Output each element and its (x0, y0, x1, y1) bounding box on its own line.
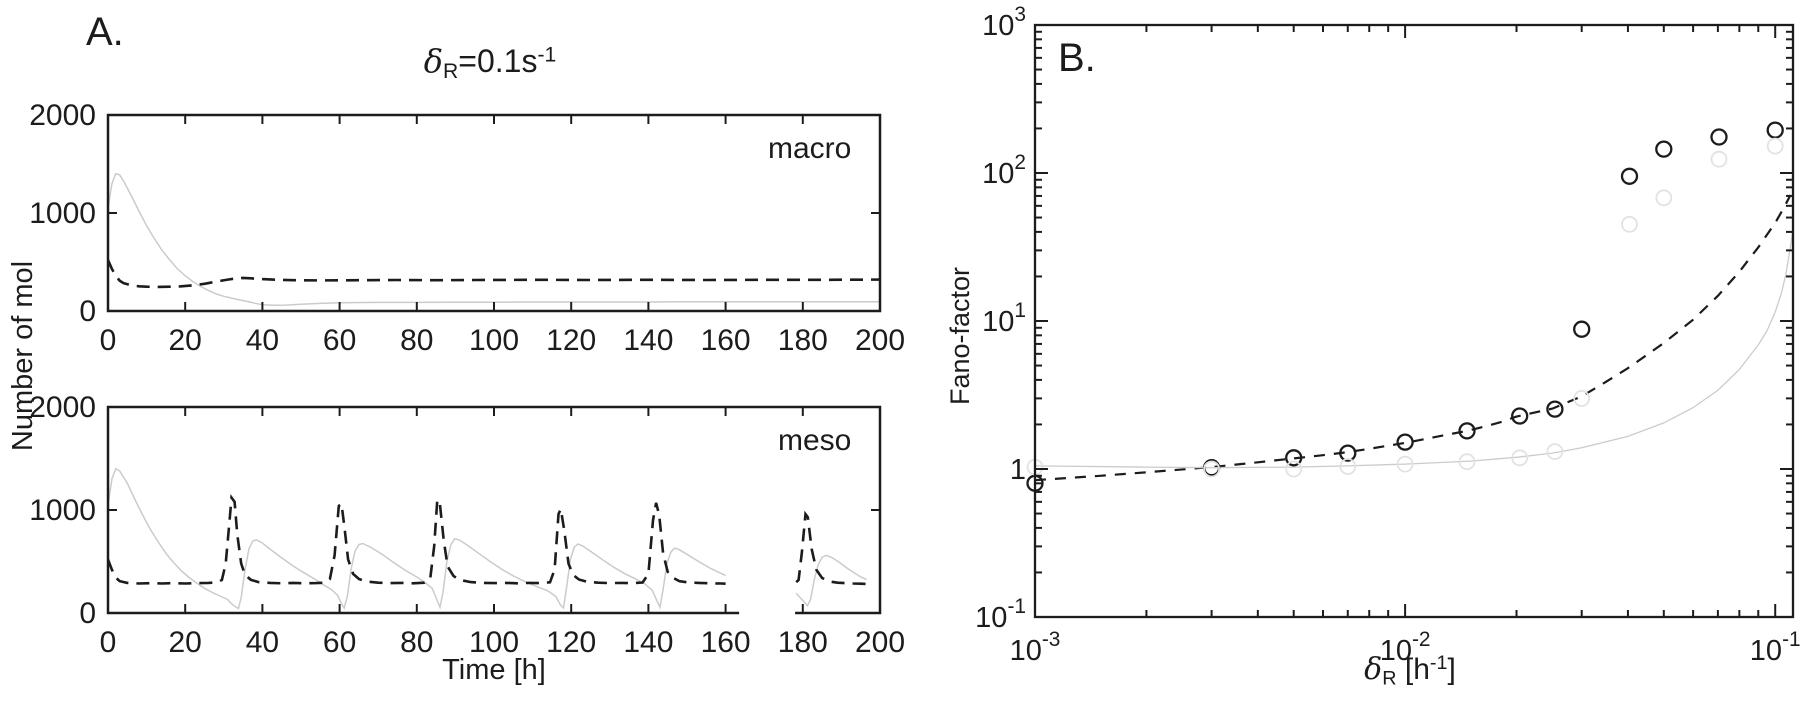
macro-frame (106, 113, 882, 313)
meso-x-tick-label: 160 (701, 626, 751, 659)
fano-dark-circle (1655, 140, 1673, 158)
fano-dark-circle (1339, 444, 1357, 462)
xlabel-main: [h (1396, 653, 1430, 686)
fano-y-tick-label: 101 (982, 299, 1026, 338)
panel-a-title: δR=0.1s-1 (240, 42, 740, 84)
fano-x-tick-label: 10-1 (1750, 628, 1800, 667)
fano-light-circle (1766, 137, 1784, 155)
panel-b-xlabel: δR [h-1] (1290, 652, 1530, 691)
meso-x-tick-label: 180 (778, 626, 828, 659)
fano-light-circle (1396, 455, 1414, 473)
fano-y-tick-label: 1 (1010, 454, 1026, 486)
meso-x-tick-label: 60 (323, 626, 356, 659)
fano-macro-fano-dashed (1034, 194, 1792, 482)
macro-x-tick-label: 200 (855, 324, 905, 357)
macro-x-tick-label: 140 (623, 324, 673, 357)
fano-dark-circle (1285, 449, 1303, 467)
panel-a-letter: A. (86, 10, 124, 54)
fano-x-tick-label: 10-2 (1380, 628, 1431, 667)
macro-x-tick-label: 80 (400, 324, 433, 357)
macro-x-tick-label: 120 (546, 324, 596, 357)
meso-y-tick-label: 1000 (29, 494, 96, 527)
xlabel-superscript: -1 (1429, 652, 1448, 675)
fano-light-circle (1339, 458, 1357, 475)
fano-dark-circle (1511, 407, 1529, 425)
fano-dark-circle (1573, 320, 1591, 338)
meso-x-tick-label: 20 (169, 626, 202, 659)
meso-x-tick-label: 0 (100, 626, 117, 659)
macro-subplot-label: macro (768, 132, 852, 165)
meso-meso-dashed (795, 510, 867, 586)
meso-x-tick-label: 40 (246, 626, 279, 659)
meso-axis-gap (739, 601, 796, 625)
panel-a-xlabel: Time [h] (442, 654, 546, 686)
fano-light-circle (1573, 389, 1591, 407)
meso-x-tick-label: 100 (469, 626, 519, 659)
meso-y-tick-label: 2000 (29, 391, 96, 424)
xlabel-subscript: R (1382, 667, 1397, 690)
panel-a-ylabel: Number of mol (7, 260, 39, 452)
meso-x-tick-label: 140 (623, 626, 673, 659)
fano-light-circle (1285, 460, 1303, 478)
fano-y-tick-label: 103 (982, 3, 1026, 42)
fano-light-circle (1621, 215, 1638, 233)
macro-x-tick-label: 20 (169, 324, 202, 357)
macro-x-tick-label: 180 (778, 324, 828, 357)
fano-y-tick-label: 10-1 (975, 595, 1026, 634)
fano-meso-fano-gray-solid (1034, 231, 1794, 469)
delta-symbol: δ (423, 42, 444, 80)
macro-mesoscopic-mean-gray-solid (107, 172, 880, 307)
meso-meso-gray-solid (107, 467, 726, 610)
fano-dark-circle (1766, 121, 1784, 139)
meso-meso-dashed (106, 494, 726, 585)
meso-y-tick-label: 0 (79, 597, 96, 630)
title-main: =0.1s (458, 43, 538, 79)
fano-dark-circle (1546, 400, 1564, 418)
macro-macroscopic-dashed (106, 259, 881, 289)
panel-b-letter: B. (1058, 36, 1096, 80)
macro-x-tick-label: 160 (701, 324, 751, 357)
fano-light-circle (1655, 189, 1673, 207)
meso-x-tick-label: 80 (400, 626, 433, 659)
macro-y-tick-label: 1000 (29, 197, 96, 230)
fano-y-tick-label: 102 (982, 151, 1026, 190)
fano-light-circle (1203, 460, 1220, 478)
fano-x-tick-label: 10-3 (1010, 628, 1061, 667)
macro-y-tick-label: 0 (79, 295, 96, 328)
fano-dark-circle (1710, 128, 1728, 146)
fano-light-circle (1710, 150, 1728, 168)
macro-x-tick-label: 100 (469, 324, 519, 357)
macro-x-tick-label: 60 (323, 324, 356, 357)
fano-light-circle (1458, 453, 1476, 471)
xlabel-close: ] (1447, 653, 1456, 686)
fano-light-circle (1511, 449, 1529, 467)
fano-dark-circle (1396, 433, 1414, 451)
macro-y-tick-label: 2000 (29, 99, 96, 132)
fano-frame (1033, 23, 1795, 619)
panel-b-ylabel: Fano-factor (945, 266, 975, 406)
fano-dark-circle (1620, 167, 1639, 185)
delta-symbol: δ (1364, 652, 1383, 687)
fano-light-circle (1546, 443, 1564, 461)
meso-subplot-label: meso (778, 424, 852, 457)
title-subscript: R (443, 59, 459, 83)
macro-x-tick-label: 40 (246, 324, 279, 357)
fano-dark-circle (1458, 422, 1476, 440)
macro-x-tick-label: 0 (100, 324, 117, 357)
meso-meso-gray-solid (795, 554, 867, 608)
meso-x-tick-label: 200 (855, 626, 905, 659)
title-superscript: -1 (537, 43, 557, 67)
meso-x-tick-label: 120 (546, 626, 596, 659)
